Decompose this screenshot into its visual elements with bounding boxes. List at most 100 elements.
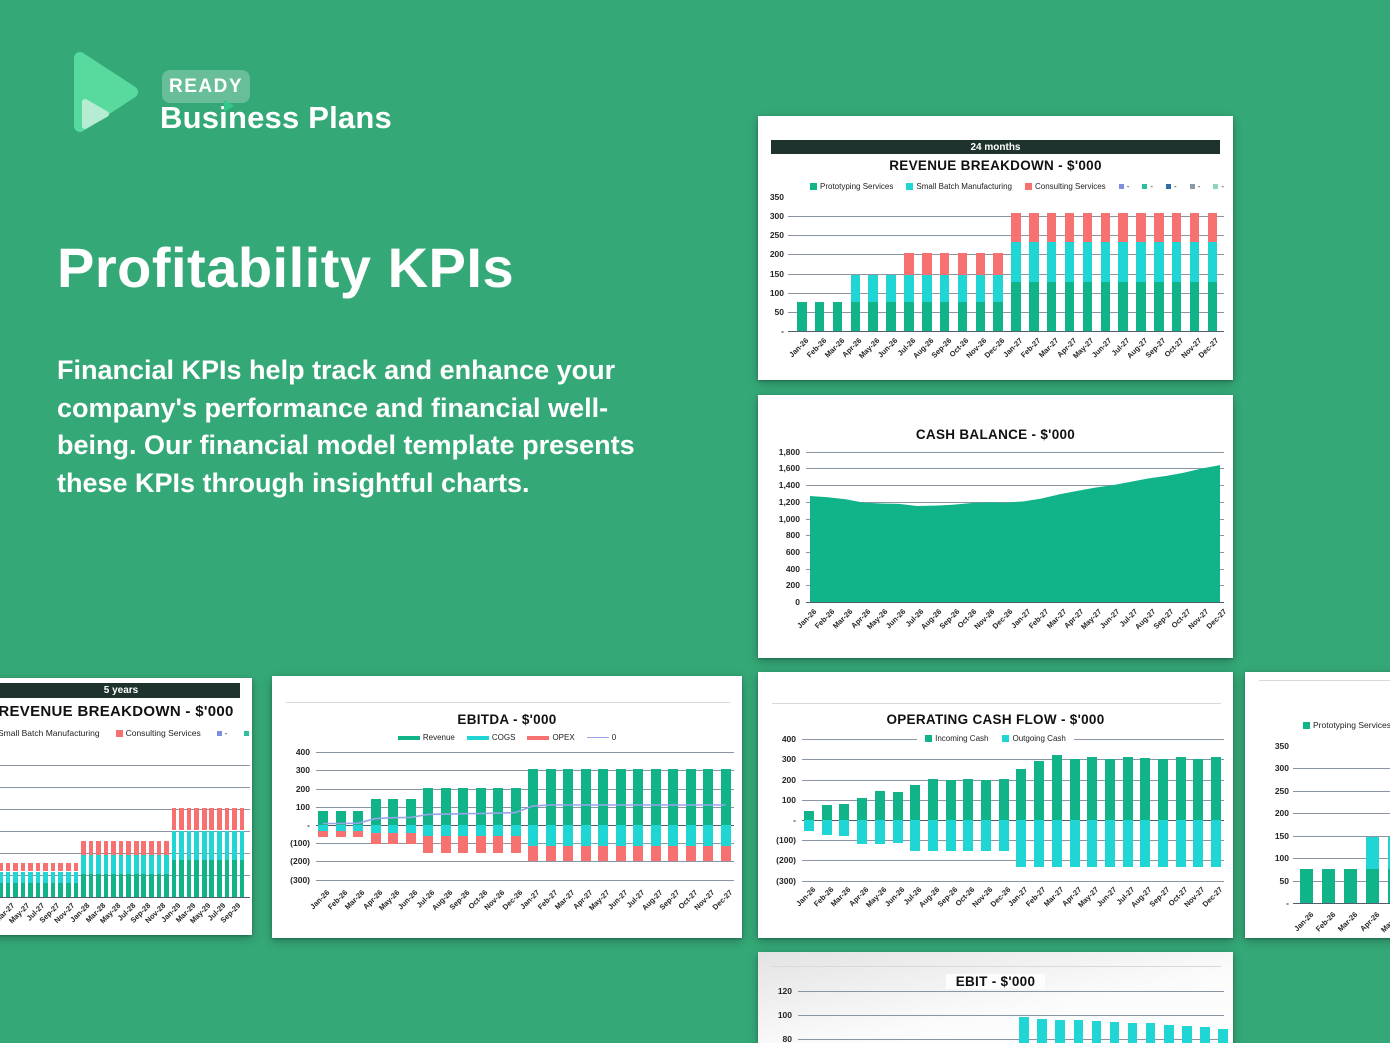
bar-prototyping-services xyxy=(65,882,71,897)
bar-prototyping-services xyxy=(993,302,1003,331)
gridline xyxy=(802,820,1224,821)
legend-label: 0 xyxy=(611,733,617,742)
bar-incoming-cash xyxy=(821,804,832,820)
chart-title: REVENUE BREAKDOWN - $'000 xyxy=(0,703,252,720)
bar-small-batch-manufacturing xyxy=(993,274,1003,303)
legend-marker-icon xyxy=(925,735,933,742)
bar-prototyping-services xyxy=(1322,869,1335,904)
bar-prototyping-services xyxy=(1366,869,1379,904)
bar-prototyping-services xyxy=(1207,282,1218,331)
legend-item: - xyxy=(1166,182,1177,191)
bar-opex xyxy=(318,831,328,838)
bar-prototyping-services xyxy=(50,882,56,897)
bar-small-batch-manufacturing xyxy=(232,830,237,861)
bar-small-batch-manufacturing xyxy=(904,274,914,303)
chart-card-revenue-breakdown-5y: 5 years Small Batch Manufacturing Consulti… xyxy=(0,678,252,935)
bar-revenue xyxy=(440,787,451,825)
bar-small-batch-manufacturing xyxy=(194,830,199,861)
chart-title: REVENUE BREAKDOWN - $'000 xyxy=(1245,702,1390,717)
bar-consulting-services xyxy=(164,840,169,856)
bar-small-batch-manufacturing xyxy=(1366,836,1379,870)
period-band: 5 years xyxy=(0,683,240,698)
bar-prototyping-services xyxy=(975,302,985,331)
bar-small-batch-manufacturing xyxy=(179,830,184,861)
chart-legend: Incoming Cash Outgoing Cash xyxy=(758,733,1233,744)
gridline xyxy=(802,840,1224,842)
bar-revenue xyxy=(580,769,591,825)
y-axis-label: 1,400 xyxy=(778,480,800,491)
bar-prototyping-services xyxy=(1344,869,1357,904)
bar-prototyping-services xyxy=(814,302,825,331)
gridline xyxy=(798,991,1224,992)
bar-revenue xyxy=(353,811,363,825)
bar-consulting-services xyxy=(239,807,245,831)
bar-small-batch-manufacturing xyxy=(20,871,26,883)
bar-opex xyxy=(633,845,643,862)
legend-item: - xyxy=(1142,182,1153,191)
chart-title: EBIT - $'000 xyxy=(758,974,1233,989)
legend-marker-icon xyxy=(586,736,609,739)
bar-opex xyxy=(650,845,661,862)
bar-consulting-services xyxy=(149,840,154,856)
gridline xyxy=(316,843,734,845)
bar-cogs xyxy=(370,825,381,834)
bar-small-batch-manufacturing xyxy=(58,871,64,883)
bar-consulting-services xyxy=(201,807,207,831)
bar-incoming-cash xyxy=(804,810,814,820)
bar-small-batch-manufacturing xyxy=(103,855,109,874)
bar-consulting-services xyxy=(216,807,222,831)
bar-small-batch-manufacturing xyxy=(1189,242,1200,282)
legend-label: OPEX xyxy=(552,733,575,742)
bar-revenue xyxy=(545,769,556,825)
bar-small-batch-manufacturing xyxy=(939,274,950,303)
gridline xyxy=(316,879,734,881)
bar-cogs xyxy=(668,825,678,846)
bar-prototyping-services xyxy=(164,873,169,897)
bar-consulting-services xyxy=(1207,213,1218,243)
legend-marker-icon xyxy=(906,183,914,190)
legend-marker-icon xyxy=(1024,183,1032,190)
y-axis-label: (100) xyxy=(776,835,796,846)
legend-label: - xyxy=(1221,182,1225,191)
bar-small-batch-manufacturing xyxy=(850,274,861,303)
y-axis-label: 1,800 xyxy=(778,446,800,457)
bar-prototyping-services xyxy=(201,860,207,898)
bar-consulting-services xyxy=(126,840,131,856)
gridline xyxy=(1293,858,1390,859)
y-axis-label: 100 xyxy=(295,801,310,812)
bar-consulting-services xyxy=(1011,213,1021,243)
gridline xyxy=(806,501,1224,503)
ready-badge: READY xyxy=(162,70,250,103)
bar-outgoing-cash xyxy=(981,820,991,852)
bar-incoming-cash xyxy=(998,778,1009,820)
bar-consulting-services xyxy=(957,252,968,275)
logo-wordmark: Business Plans xyxy=(160,100,392,135)
legend-label: Small Batch Manufacturing xyxy=(0,728,100,738)
legend-item: - xyxy=(1118,182,1129,191)
bar-prototyping-services xyxy=(922,302,932,331)
bar-consulting-services xyxy=(65,863,71,872)
y-axis-label: 200 xyxy=(781,774,796,785)
bar-prototyping-services xyxy=(239,860,245,898)
bar-opex xyxy=(493,836,503,853)
bar-small-batch-manufacturing xyxy=(28,871,33,883)
bar-cogs xyxy=(493,825,503,837)
gridline xyxy=(798,1015,1224,1016)
bar-consulting-services xyxy=(156,840,162,856)
y-axis-label: 400 xyxy=(781,734,796,745)
bar-incoming-cash xyxy=(874,790,885,820)
bar-cogs xyxy=(423,825,433,837)
bar-revenue xyxy=(475,787,486,825)
gridline xyxy=(806,568,1224,570)
bar-prototyping-services xyxy=(35,882,41,897)
bar-cogs xyxy=(405,825,416,834)
bar-small-batch-manufacturing xyxy=(164,855,169,874)
bar-outgoing-cash xyxy=(1193,820,1204,867)
bar-prototyping-services xyxy=(171,860,177,898)
bar-opex xyxy=(580,845,591,862)
legend-label: Small Batch Manufacturing xyxy=(916,182,1012,191)
bar-prototyping-services xyxy=(957,302,968,331)
legend-marker-icon xyxy=(115,729,123,737)
bar-outgoing-cash xyxy=(1211,820,1222,867)
bar-ebit xyxy=(1218,1029,1228,1043)
